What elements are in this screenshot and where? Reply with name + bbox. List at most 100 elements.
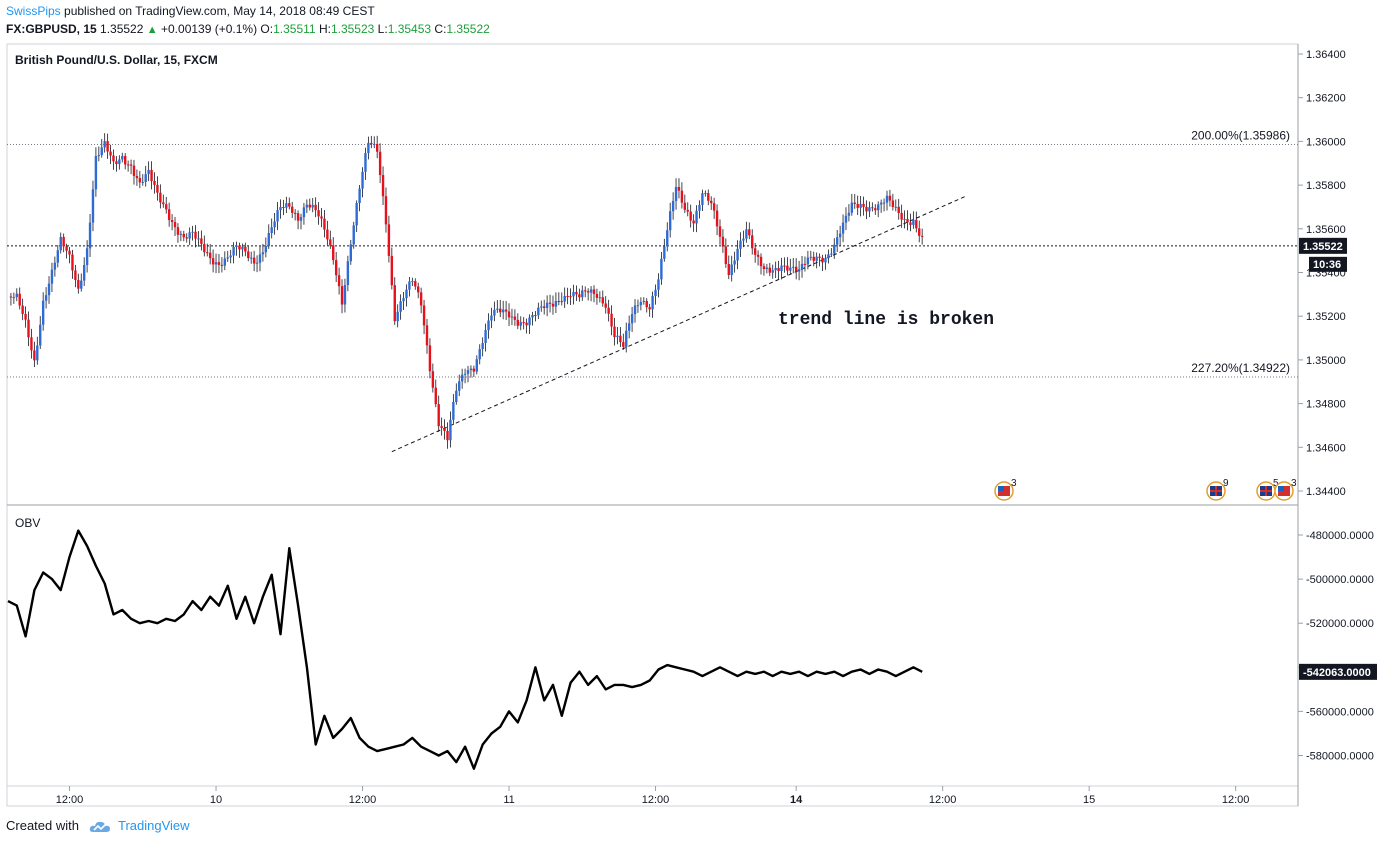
- candle-body: [633, 305, 637, 315]
- candle-body: [109, 151, 112, 156]
- candle-body: [270, 227, 273, 234]
- chart-frame: [6, 43, 1299, 807]
- candle-body: [695, 210, 698, 224]
- candle-body: [557, 301, 561, 303]
- candle-body: [481, 343, 484, 350]
- annotation-text: trend line is broken: [778, 310, 994, 330]
- candle-body: [918, 228, 921, 236]
- candle-body: [707, 193, 710, 201]
- obv-tick-label: -500000.0000: [1306, 574, 1374, 586]
- candle-body: [786, 265, 789, 271]
- candle-body: [586, 291, 590, 293]
- candle-body: [513, 316, 517, 320]
- candle-body: [261, 252, 265, 255]
- candle-body: [135, 175, 139, 179]
- candle-body: [185, 237, 188, 239]
- candle-body: [674, 186, 678, 201]
- candle-body: [384, 196, 388, 225]
- candle-body: [548, 302, 552, 304]
- candle-body: [762, 266, 766, 270]
- candle-body: [74, 270, 77, 281]
- candle-body: [33, 350, 36, 361]
- candle-body: [800, 263, 804, 270]
- candle-body: [223, 258, 227, 266]
- candle-body: [293, 212, 297, 214]
- candle-body: [214, 262, 218, 265]
- candle-body: [367, 142, 370, 154]
- main-chart-title: British Pound/U.S. Dollar, 15, FXCM: [15, 53, 218, 67]
- symbol-label: FX:GBPUSD, 15: [6, 22, 97, 36]
- candle-body: [452, 401, 455, 420]
- candle-body: [302, 207, 306, 218]
- candle-body: [296, 213, 300, 221]
- candle-body: [332, 245, 335, 261]
- close-label: C:: [434, 22, 447, 36]
- candle-body: [630, 314, 634, 324]
- candle-body: [252, 257, 256, 264]
- candle-body: [115, 161, 118, 165]
- candle-body: [258, 254, 262, 263]
- candle-body: [179, 233, 183, 235]
- candle-body: [396, 311, 399, 322]
- candle-body: [484, 330, 487, 344]
- candle-body: [85, 248, 89, 266]
- candle-body: [478, 349, 481, 360]
- candle-body: [118, 159, 121, 165]
- candle-body: [578, 294, 581, 298]
- candle-body: [249, 257, 253, 259]
- time-tick-label: 15: [1083, 794, 1095, 806]
- candle-body: [235, 245, 238, 248]
- candle-body: [797, 269, 801, 272]
- candle-body: [654, 289, 657, 297]
- candle-body: [671, 200, 675, 212]
- candle-body: [15, 293, 18, 298]
- candle-body: [701, 193, 704, 205]
- countdown-label: 10:36: [1313, 259, 1341, 271]
- candle-body: [651, 296, 654, 310]
- candle-body: [455, 390, 458, 402]
- candle-body: [349, 244, 353, 262]
- candle-body: [507, 311, 511, 318]
- candle-body: [625, 330, 628, 347]
- candle-body: [419, 292, 423, 306]
- candle-body: [188, 232, 191, 239]
- candle-body: [358, 188, 361, 204]
- candle-body: [241, 246, 244, 250]
- candle-body: [692, 220, 695, 224]
- candle-body: [466, 370, 470, 374]
- price-tick-label: 1.35200: [1306, 311, 1346, 323]
- candle-body: [390, 255, 394, 286]
- candle-body: [428, 345, 432, 372]
- candle-body: [381, 175, 385, 197]
- candle-body: [668, 211, 672, 231]
- candle-body: [126, 164, 130, 166]
- candle-body: [522, 322, 525, 324]
- author-link[interactable]: SwissPips: [6, 4, 61, 18]
- candle-body: [147, 169, 150, 175]
- candle-body: [838, 233, 842, 238]
- price-tick-label: 1.35000: [1306, 355, 1346, 367]
- candle-body: [504, 309, 508, 312]
- candle-body: [601, 297, 604, 304]
- candle-body: [756, 254, 760, 257]
- tradingview-link[interactable]: TradingView: [118, 818, 190, 833]
- obv-tick-label: -580000.0000: [1306, 751, 1374, 763]
- candle-body: [203, 243, 206, 253]
- event-count-label: 3: [1291, 478, 1297, 489]
- candle-body: [824, 258, 827, 263]
- candle-body: [698, 204, 701, 211]
- time-tick-label: 12:00: [1222, 794, 1250, 806]
- candle-body: [639, 301, 643, 306]
- candle-body: [375, 143, 379, 152]
- candle-body: [100, 147, 103, 156]
- symbol-info: FX:GBPUSD, 15 1.35522 ▲ +0.00139 (+0.1%)…: [6, 22, 490, 36]
- price-tick-label: 1.36400: [1306, 49, 1346, 61]
- candle-body: [285, 203, 288, 208]
- candle-body: [88, 222, 92, 249]
- candle-body: [343, 285, 347, 305]
- candle-body: [850, 202, 854, 213]
- candle-body: [660, 258, 663, 280]
- candle-body: [575, 291, 578, 295]
- candle-body: [677, 186, 681, 191]
